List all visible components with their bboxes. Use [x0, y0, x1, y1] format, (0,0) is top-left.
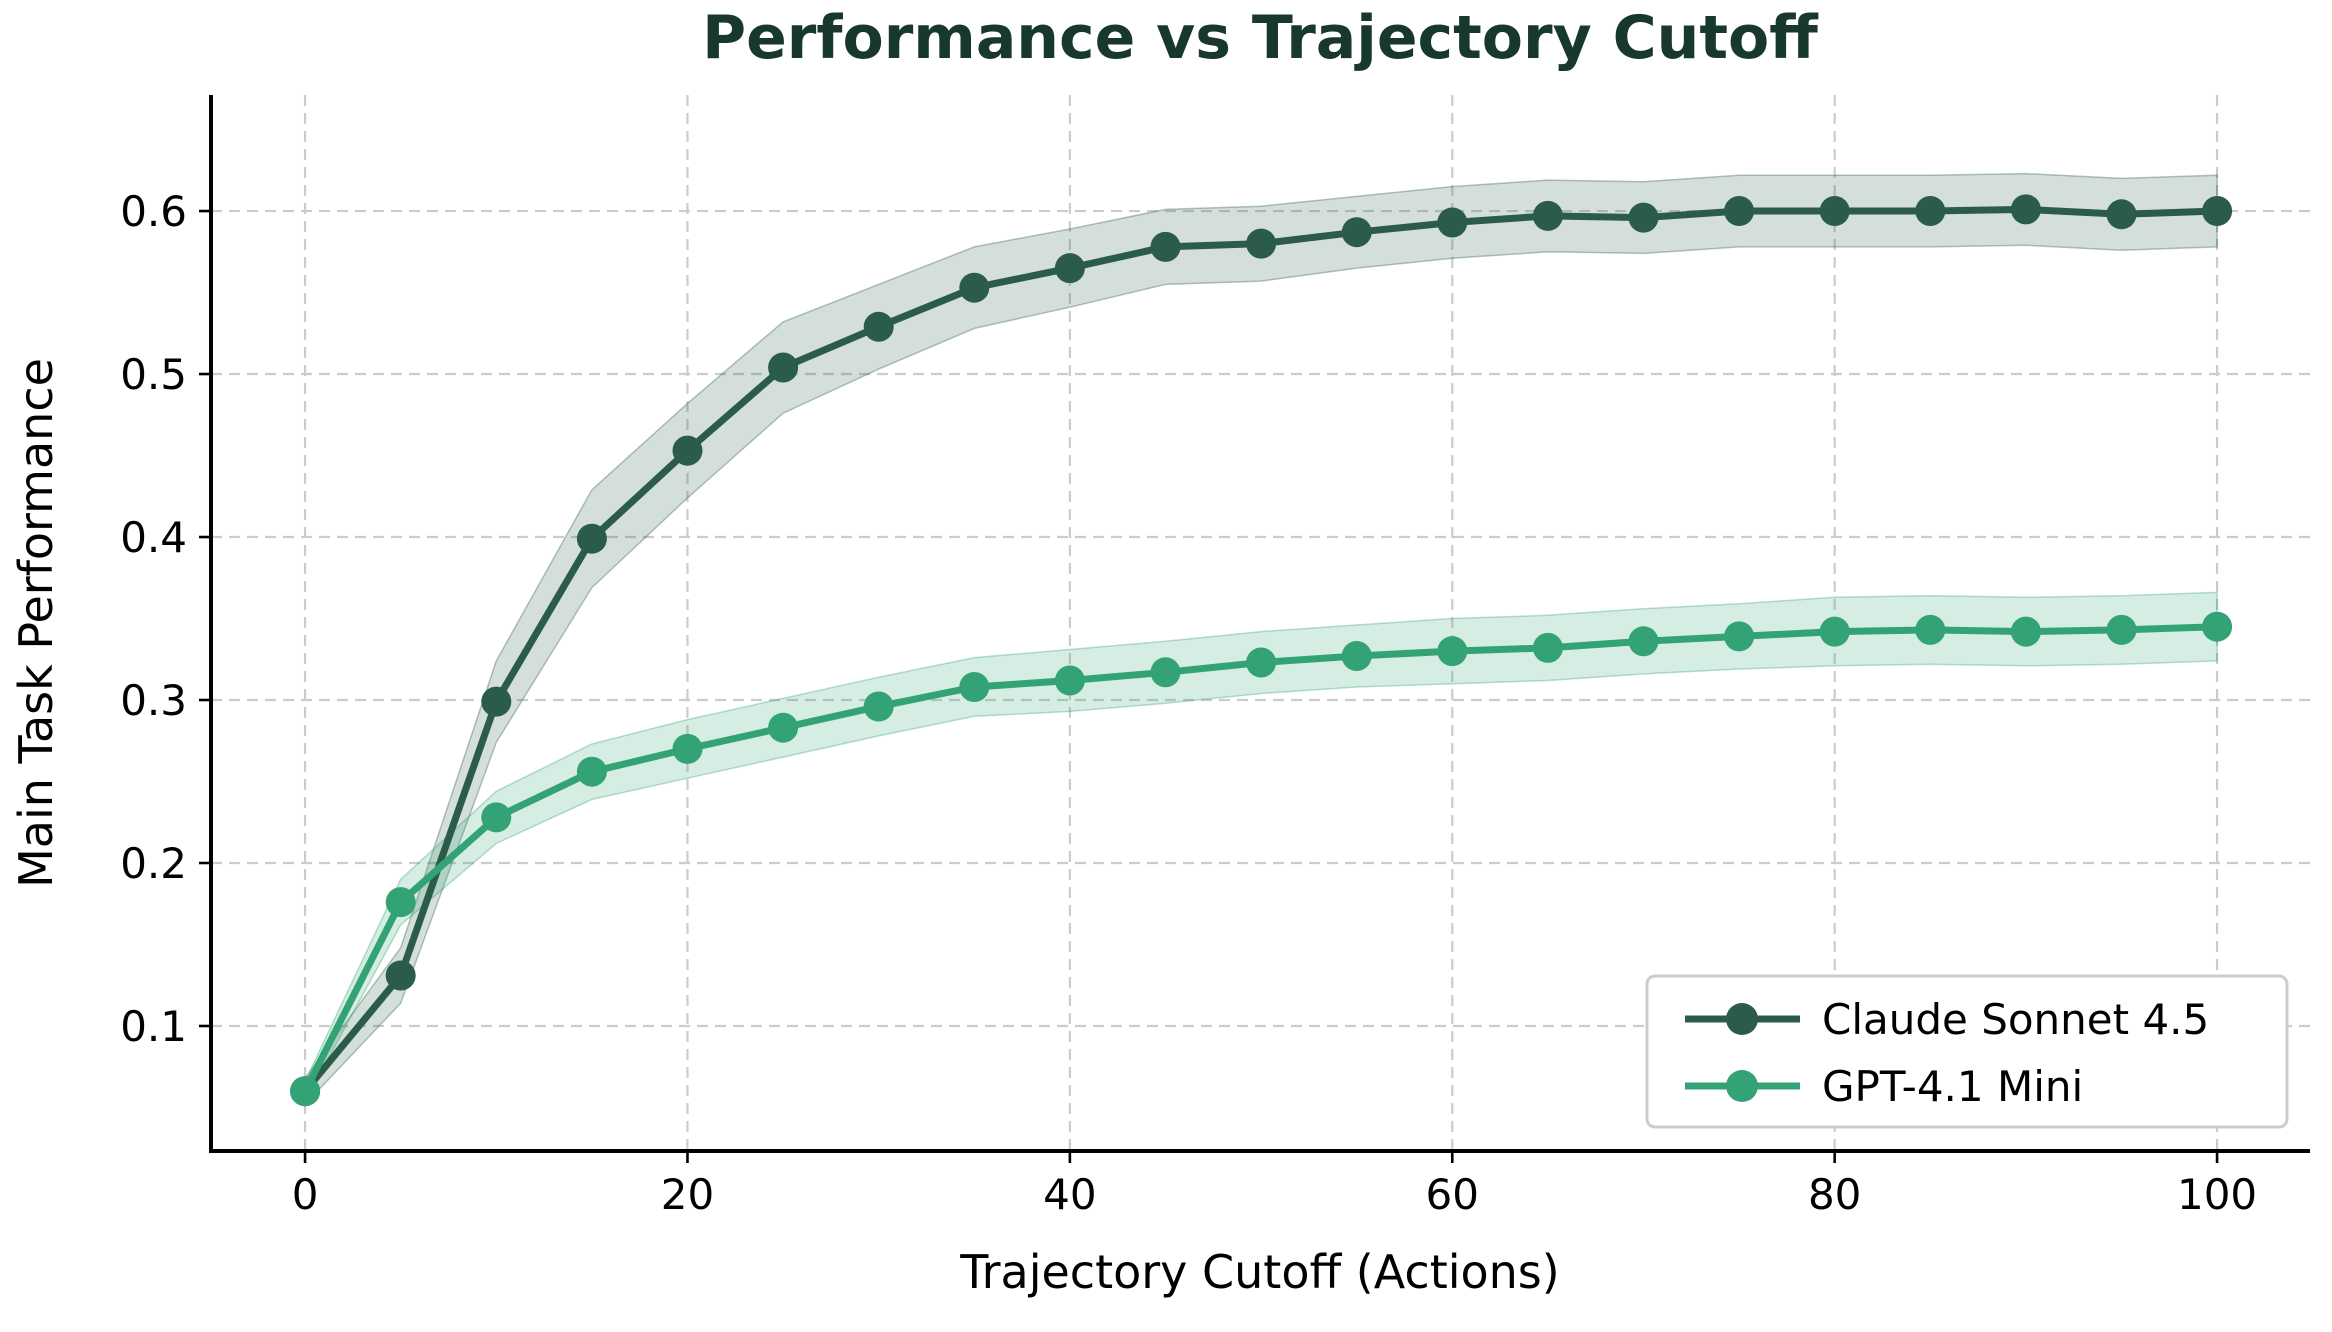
data-point [1246, 647, 1277, 678]
data-point [1819, 196, 1850, 226]
data-point [1915, 614, 1946, 645]
y-axis-label: Main Task Performance [9, 358, 63, 888]
data-point [1532, 200, 1563, 231]
data-point [1437, 636, 1468, 667]
data-point [1150, 657, 1181, 688]
y-tick-label: 0.2 [120, 839, 187, 888]
gridlines [211, 95, 2310, 1151]
data-point [481, 686, 512, 717]
data-point [576, 523, 607, 554]
data-point [1724, 621, 1755, 652]
x-tick-label: 20 [661, 1170, 714, 1219]
legend-label-gpt: GPT-4.1 Mini [1822, 1062, 2083, 1111]
x-tick-label: 0 [292, 1170, 319, 1219]
data-point [2106, 199, 2137, 230]
data-point [385, 960, 416, 991]
data-point [290, 1076, 321, 1107]
confidence-band-0 [304, 172, 2218, 1107]
tick-marks [199, 209, 2219, 1163]
data-point [672, 733, 703, 764]
data-point [959, 272, 990, 303]
x-tick-label: 40 [1043, 1170, 1096, 1219]
data-point [1628, 626, 1659, 657]
legend-sample-marker-gpt [1726, 1070, 1758, 1102]
legend: Claude Sonnet 4.5 GPT-4.1 Mini [1645, 974, 2289, 1129]
data-point [1054, 665, 1085, 696]
data-point [2202, 611, 2233, 642]
data-point [481, 802, 512, 833]
data-point [576, 756, 607, 787]
data-point [1532, 632, 1563, 663]
data-point [2202, 196, 2233, 226]
x-tick-label: 60 [1426, 1170, 1479, 1219]
y-tick-label: 0.5 [120, 350, 187, 399]
data-point [1724, 196, 1755, 226]
legend-sample-marker-claude [1726, 1003, 1758, 1035]
tick-labels: 0 20 40 60 80 100 0.1 0.2 0.3 0.4 0.5 0.6 [120, 187, 2257, 1219]
data-point [1819, 616, 1850, 647]
legend-label-claude: Claude Sonnet 4.5 [1822, 995, 2209, 1044]
data-point [2106, 614, 2137, 645]
data-point [768, 352, 799, 383]
data-point [1915, 196, 1946, 226]
data-point [1437, 207, 1468, 238]
data-point [1341, 217, 1372, 248]
data-point [863, 311, 894, 342]
data-point [1628, 202, 1659, 233]
data-point [672, 435, 703, 466]
data-point [863, 691, 894, 722]
y-tick-label: 0.3 [120, 676, 187, 725]
data-point [1054, 253, 1085, 284]
x-tick-label: 80 [1808, 1170, 1861, 1219]
y-tick-label: 0.6 [120, 187, 187, 236]
legend-box [1645, 974, 2289, 1129]
data-point [1246, 228, 1277, 259]
data-point [1150, 231, 1181, 262]
x-axis-label: Trajectory Cutoff (Actions) [959, 1245, 1559, 1299]
data-point [385, 887, 416, 918]
data-point [959, 672, 990, 702]
data-point [768, 712, 799, 743]
series-markers [290, 194, 2233, 1107]
y-tick-label: 0.4 [120, 513, 187, 562]
data-point [1341, 641, 1372, 671]
y-tick-label: 0.1 [120, 1002, 187, 1051]
axis-spines [209, 95, 2310, 1153]
data-point [2010, 194, 2041, 225]
chart-title: Performance vs Trajectory Cutoff [702, 3, 1819, 73]
x-tick-label: 100 [2177, 1170, 2257, 1219]
data-point [2010, 616, 2041, 647]
